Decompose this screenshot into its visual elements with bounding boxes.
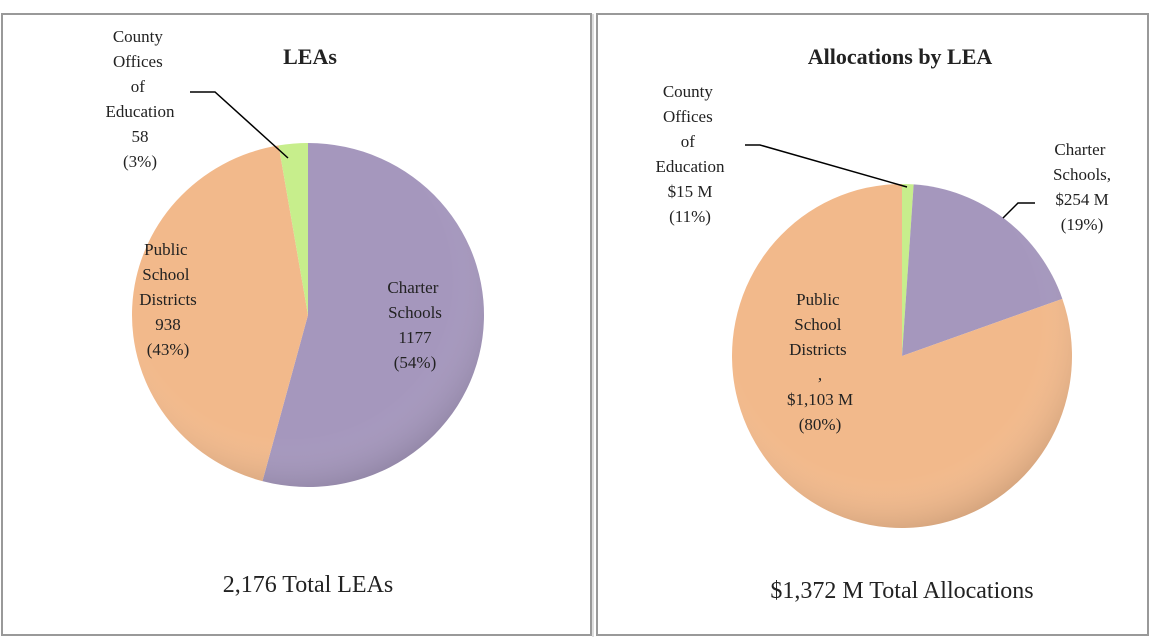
chart-title: LEAs (283, 44, 337, 69)
slice-label-percent: (11%) (669, 207, 711, 226)
slice-label-name: Charter Schools (387, 278, 442, 322)
slice-label-value: $1,103 M (787, 390, 853, 409)
leader-line (1002, 202, 1035, 219)
slice-label-percent: (54%) (394, 353, 436, 372)
chart-footer: 2,176 Total LEAs (223, 572, 394, 598)
top-strip (0, 0, 1150, 14)
slice-label-percent: (19%) (1061, 215, 1103, 234)
slice-label-percent: (80%) (799, 415, 841, 434)
slice-label-value: $15 M (668, 182, 713, 201)
slice-label-name: Public School Districts , (789, 290, 851, 384)
slice-label-name: County Offices of Education (656, 82, 725, 176)
slice-label-value: $254 M (1055, 190, 1108, 209)
slice-label-name: Public School Districts (139, 240, 197, 309)
leader-line (190, 91, 289, 159)
slice-label-name: Charter Schools, (1053, 140, 1111, 184)
slice-label-percent: (3%) (123, 152, 157, 171)
slice-label-value: 58 (132, 127, 149, 146)
slice-label-name: County Offices of Education (106, 27, 175, 121)
chart-title: Allocations by LEA (808, 44, 993, 69)
chart-footer: $1,372 M Total Allocations (770, 578, 1033, 604)
slice-label-value: 938 (155, 315, 181, 334)
leader-line (745, 144, 908, 188)
slice-label-value: 1177 (398, 328, 432, 347)
slice-label-percent: (43%) (147, 340, 189, 359)
